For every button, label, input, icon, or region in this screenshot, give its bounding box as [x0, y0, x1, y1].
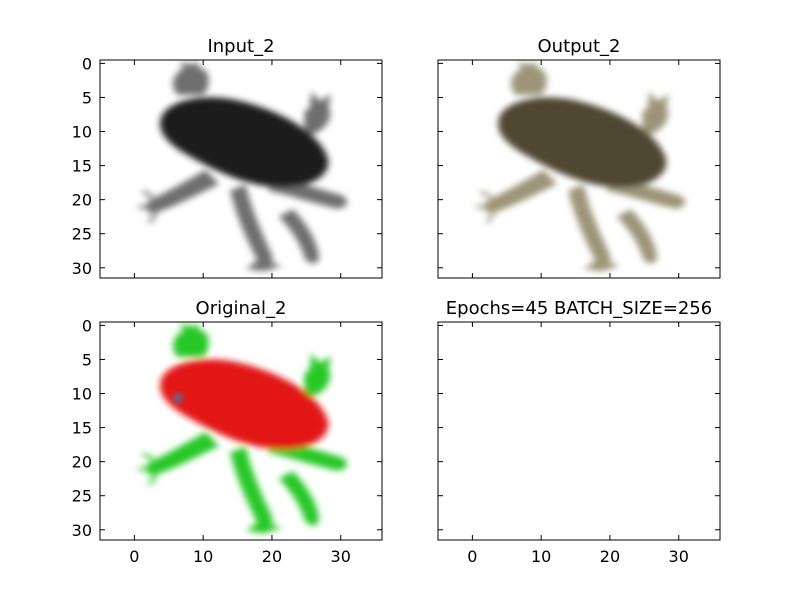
y-tick-label: 0	[82, 54, 92, 73]
image-output	[438, 60, 720, 278]
x-tick-label: 30	[331, 547, 351, 566]
subplot-empty: Epochs=45 BATCH_SIZE=256 0 10 20 30	[437, 298, 721, 566]
subplot-title: Epochs=45 BATCH_SIZE=256	[446, 298, 712, 319]
subplot-title: Original_2	[196, 298, 287, 319]
subplot-title: Output_2	[538, 36, 621, 57]
axis-ticks: 0 10 20 30	[438, 322, 720, 566]
y-tick-label: 15	[72, 419, 92, 438]
y-tick-label: 30	[72, 259, 92, 278]
y-tick-label: 20	[72, 191, 92, 210]
y-tick-label: 5	[82, 88, 92, 107]
x-tick-label: 0	[129, 547, 139, 566]
subplot-title: Input_2	[207, 36, 274, 57]
x-tick-label: 30	[669, 547, 689, 566]
x-tick-label: 0	[467, 547, 477, 566]
x-tick-label: 20	[262, 547, 282, 566]
y-tick-label: 10	[72, 385, 92, 404]
y-tick-label: 5	[82, 350, 92, 369]
axis-ticks: 0 5 10 15 20 25 30 0 10 20 30	[72, 316, 382, 566]
axes-frame	[99, 321, 383, 541]
y-tick-label: 30	[72, 521, 92, 540]
subplot-original: Original_2 0 5 10 15 20 25 30 0 10 20 30	[72, 298, 383, 566]
image-input	[100, 60, 382, 278]
x-tick-label: 10	[531, 547, 551, 566]
y-tick-label: 25	[72, 487, 92, 506]
y-tick-label: 15	[72, 157, 92, 176]
axis-ticks	[438, 60, 720, 278]
x-tick-label: 10	[193, 547, 213, 566]
y-tick-label: 0	[82, 316, 92, 335]
axis-ticks: 0 5 10 15 20 25 30	[72, 54, 382, 278]
x-tick-label: 20	[600, 547, 620, 566]
y-tick-label: 10	[72, 123, 92, 142]
subplot-input: Input_2 0 5 10 15 20 25 30	[72, 36, 383, 279]
axes-frame	[437, 321, 721, 541]
axes-frame	[99, 59, 383, 279]
y-tick-label: 25	[72, 225, 92, 244]
subplot-output: Output_2	[437, 36, 721, 279]
image-original	[100, 322, 382, 540]
y-tick-label: 20	[72, 453, 92, 472]
axes-frame	[437, 59, 721, 279]
